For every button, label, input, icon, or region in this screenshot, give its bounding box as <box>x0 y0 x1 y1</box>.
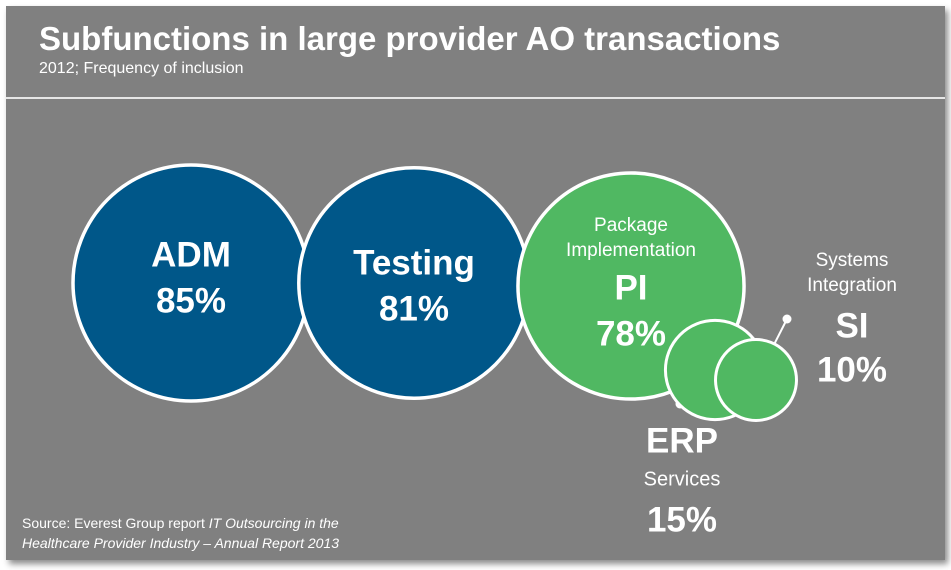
source-title-line1: IT Outsourcing in the <box>208 515 339 531</box>
chart-subtitle: 2012; Frequency of inclusion <box>39 60 244 77</box>
label-si-name-0: Systems <box>816 250 889 271</box>
source-title-line2: Healthcare Provider Industry – Annual Re… <box>22 535 339 551</box>
source-note: Source: Everest Group report IT Outsourc… <box>22 513 339 553</box>
chart-title: Subfunctions in large provider AO transa… <box>39 20 781 57</box>
bubble-testing <box>297 166 531 400</box>
bubble-si <box>714 338 798 422</box>
label-erp-value_label: 15% <box>647 500 717 539</box>
leader-line-si <box>773 318 788 345</box>
label-testing-value_label: 81% <box>379 289 449 328</box>
label-adm-value_label: 85% <box>156 281 226 320</box>
label-pi-name-0: Package <box>594 215 668 236</box>
slide: Subfunctions in large provider AO transa… <box>6 6 945 560</box>
label-si-value_label: 10% <box>817 350 887 389</box>
label-erp-abbr: ERP <box>646 421 718 460</box>
label-pi-name-1: Implementation <box>566 240 696 261</box>
leader-dot-si <box>782 314 792 324</box>
label-si-abbr: SI <box>835 306 868 345</box>
bubble-chart: ADM 85% Testing 81% Package Implementation PI 7… <box>71 163 897 539</box>
bubble-labels: ADM 85% Testing 81% Package Implementation PI 7… <box>151 215 897 539</box>
label-erp-name: Services <box>644 468 721 490</box>
source-prefix: Source: Everest Group report <box>22 515 209 531</box>
bubbles <box>71 163 798 422</box>
label-pi-value_label: 78% <box>596 314 666 353</box>
title-divider <box>6 97 945 99</box>
label-adm-abbr: ADM <box>151 235 231 274</box>
label-pi-abbr: PI <box>614 268 647 307</box>
label-testing-abbr: Testing <box>353 243 475 282</box>
label-si-name-1: Integration <box>807 275 897 296</box>
